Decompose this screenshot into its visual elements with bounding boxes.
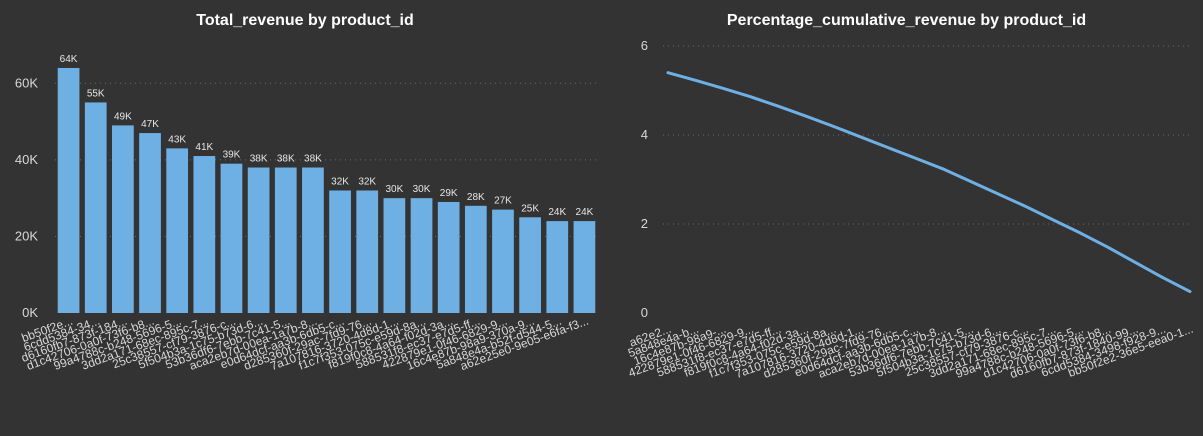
data-label: 38K xyxy=(277,154,295,165)
y-tick-label: 40K xyxy=(15,152,38,167)
line-chart-svg: 0246a62e2...5a848e4a-b...16c4e87b-98a9-.… xyxy=(626,38,1195,381)
data-label: 32K xyxy=(358,176,376,187)
bar xyxy=(519,217,541,313)
bar-chart-svg: 0K20K40K60K64Kbb50f2e...55K6cdd5384-34..… xyxy=(15,54,598,373)
cumulative-line-chart-panel: Percentage_cumulative_revenue by product… xyxy=(610,0,1203,436)
y-tick-label: 60K xyxy=(15,75,38,90)
bar xyxy=(573,221,596,313)
bar xyxy=(57,67,80,313)
data-label: 28K xyxy=(467,192,485,203)
bar xyxy=(492,209,514,313)
data-label: 64K xyxy=(60,54,78,65)
data-label: 27K xyxy=(494,196,512,207)
data-label: 24K xyxy=(548,207,566,218)
data-label: 24K xyxy=(576,207,594,218)
bar xyxy=(410,198,433,313)
data-label: 49K xyxy=(114,111,132,122)
data-label: 25K xyxy=(521,203,539,214)
data-label: 55K xyxy=(87,88,105,99)
y-tick-label: 4 xyxy=(641,127,648,142)
data-label: 38K xyxy=(304,154,322,165)
y-tick-label: 0K xyxy=(22,305,38,320)
y-tick-label: 6 xyxy=(641,38,648,53)
bar xyxy=(383,198,406,313)
bar xyxy=(247,167,270,313)
data-label: 30K xyxy=(385,184,403,195)
bar xyxy=(84,102,107,313)
bar xyxy=(112,125,134,314)
data-label: 39K xyxy=(223,150,241,161)
data-label: 43K xyxy=(168,134,186,145)
bar xyxy=(302,167,324,313)
bar xyxy=(220,163,243,313)
data-label: 29K xyxy=(440,188,458,199)
y-tick-label: 0 xyxy=(641,305,648,320)
series-line xyxy=(666,71,1192,294)
bar xyxy=(274,167,297,313)
data-label: 41K xyxy=(195,142,213,153)
y-tick-label: 20K xyxy=(15,228,38,243)
bar xyxy=(139,133,161,313)
bar xyxy=(546,221,569,313)
bar xyxy=(437,201,460,313)
data-label: 30K xyxy=(413,184,431,195)
data-label: 38K xyxy=(250,154,268,165)
data-label: 32K xyxy=(331,176,349,187)
y-tick-label: 2 xyxy=(641,216,648,231)
bar xyxy=(356,190,379,313)
chart-title: Total_revenue by product_id xyxy=(196,12,414,29)
bar xyxy=(166,148,189,313)
bar xyxy=(193,156,216,313)
chart-title: Percentage_cumulative_revenue by product… xyxy=(726,12,1087,29)
bar xyxy=(329,190,351,313)
bar xyxy=(464,205,487,313)
revenue-bar-chart-panel: Total_revenue by product_id 0K 20K 40K 60K 6… xyxy=(15,12,598,373)
data-label: 47K xyxy=(141,119,159,130)
